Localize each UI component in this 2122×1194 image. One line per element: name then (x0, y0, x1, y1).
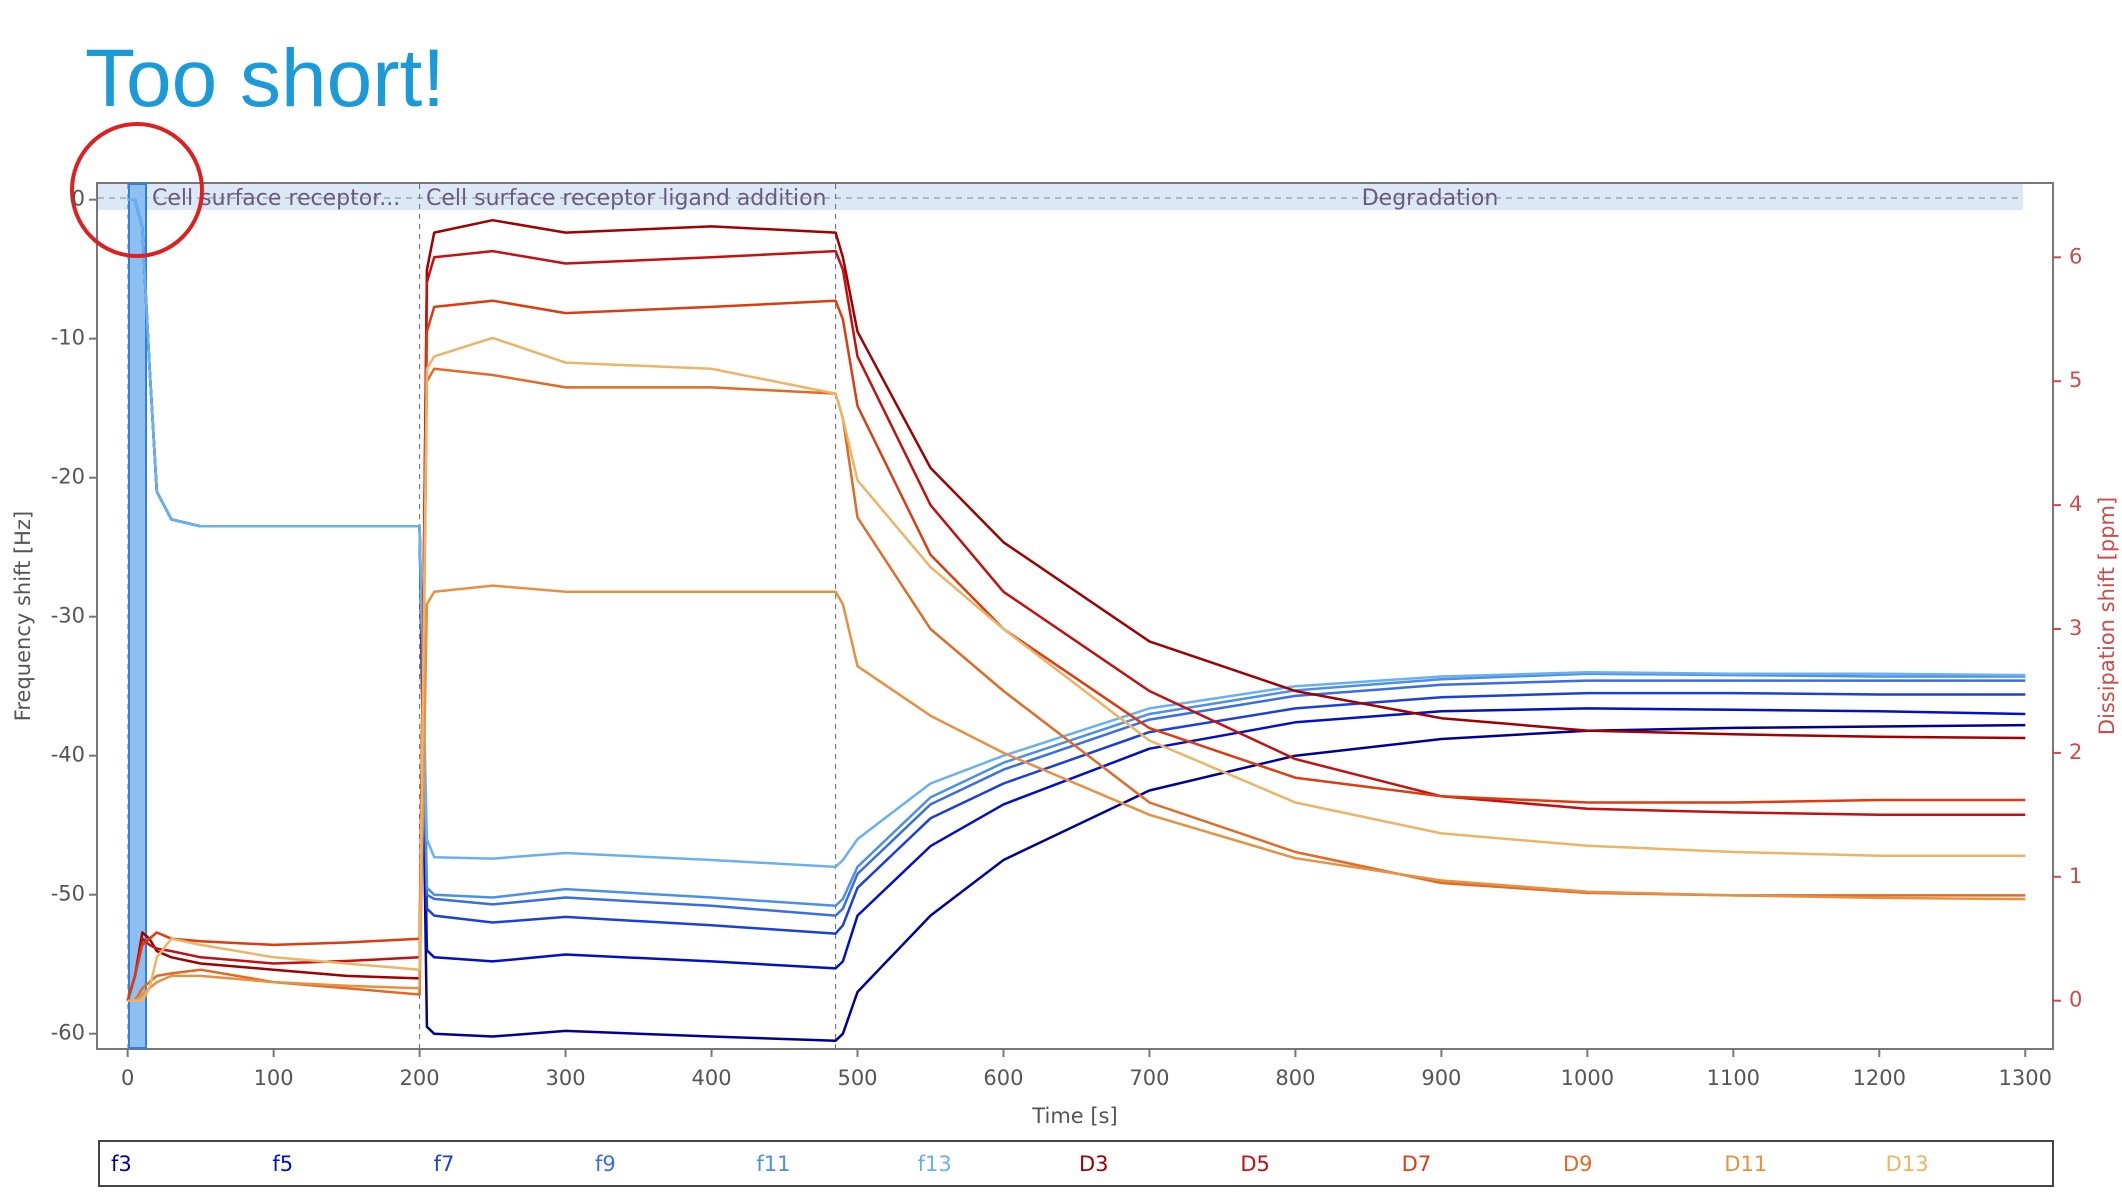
x-tick-label: 800 (1275, 1066, 1315, 1090)
x-tick-label: 100 (254, 1066, 294, 1090)
y2-tick-label: 4 (2069, 492, 2082, 516)
y-tick-label: -60 (51, 1021, 85, 1045)
y2-tick-label: 0 (2069, 988, 2082, 1012)
phase-strip (98, 184, 2023, 210)
highlight-circle (70, 122, 204, 258)
y2-tick-label: 2 (2069, 740, 2082, 764)
legend-entry: f13 (918, 1152, 952, 1176)
legend-box (98, 1140, 2054, 1187)
phase-label: Cell surface receptor ligand addition (426, 186, 826, 211)
y-tick-label: -20 (51, 465, 85, 489)
legend-entry: f9 (595, 1152, 616, 1176)
legend-entry: D9 (1563, 1152, 1593, 1176)
series-line (126, 218, 2026, 1002)
legend-entry: D5 (1240, 1152, 1270, 1176)
x-tick-label: 1000 (1561, 1066, 1614, 1090)
legend-entry: f7 (434, 1152, 455, 1176)
series-line (127, 198, 2026, 869)
y2-tick-label: 5 (2069, 368, 2082, 392)
x-tick-label: 200 (400, 1066, 440, 1090)
legend-entry: D13 (1886, 1152, 1929, 1176)
x-tick-label: 900 (1421, 1066, 1461, 1090)
y-tick-label: 0 (72, 187, 85, 211)
y-tick-label: -50 (51, 882, 85, 906)
series-line (127, 584, 2026, 1002)
legend-entry: f5 (272, 1152, 293, 1176)
plot-frame (96, 182, 2054, 1050)
series-line (126, 299, 2026, 1002)
y-axis-label: Frequency shift [Hz] (11, 511, 35, 721)
x-tick-label: 0 (121, 1066, 134, 1090)
phase-label: Cell surface receptor... (152, 186, 400, 211)
legend-entry: D11 (1724, 1152, 1767, 1176)
x-tick-label: 300 (546, 1066, 586, 1090)
x-tick-label: 500 (837, 1066, 877, 1090)
x-tick-label: 1100 (1707, 1066, 1760, 1090)
legend-entry: f3 (111, 1152, 132, 1176)
y2-tick-label: 3 (2069, 616, 2082, 640)
legend-entry: D7 (1402, 1152, 1432, 1176)
y2-axis-label: Dissipation shift [ppm] (2095, 497, 2119, 735)
injection-band (128, 183, 147, 1049)
series-line (127, 336, 2026, 1002)
x-tick-label: 1200 (1853, 1066, 1906, 1090)
x-axis-label: Time [s] (1031, 1104, 1117, 1128)
x-tick-label: 700 (1129, 1066, 1169, 1090)
y2-tick-label: 6 (2069, 244, 2082, 268)
legend-entry: D3 (1079, 1152, 1109, 1176)
y-tick-label: -30 (51, 604, 85, 628)
legend-entry: f11 (756, 1152, 790, 1176)
phase-label: Degradation (1362, 186, 1499, 211)
y-tick-label: -10 (51, 326, 85, 350)
y-tick-label: -40 (51, 743, 85, 767)
x-tick-label: 600 (983, 1066, 1023, 1090)
x-tick-label: 1300 (1999, 1066, 2052, 1090)
chart-title: Too short! (85, 33, 445, 124)
plot-lines (126, 198, 2026, 1042)
x-tick-label: 400 (691, 1066, 731, 1090)
y2-tick-label: 1 (2069, 864, 2082, 888)
